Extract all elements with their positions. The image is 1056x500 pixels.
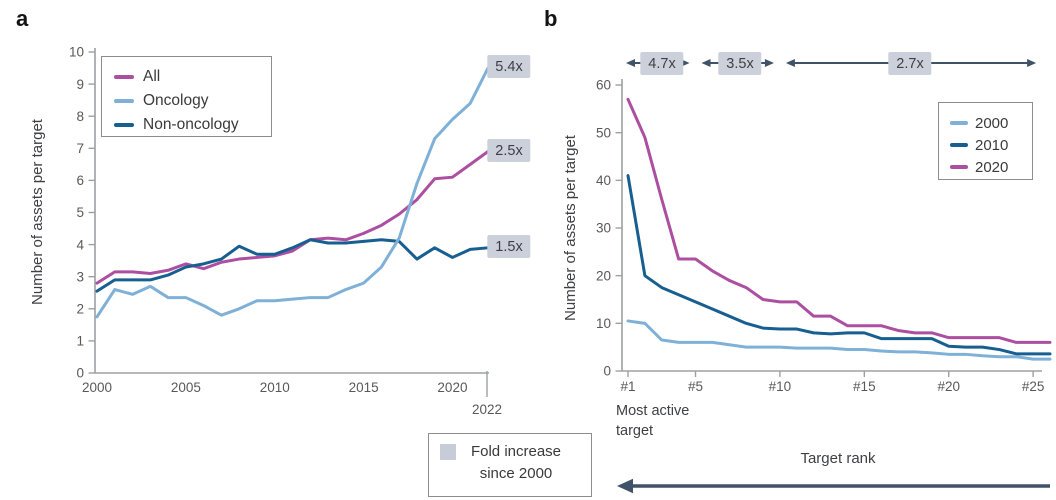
non-oncology-line-swatch bbox=[114, 123, 134, 127]
svg-text:10: 10 bbox=[69, 45, 84, 60]
legend-label-2000: 2000 bbox=[975, 114, 1009, 132]
svg-text:6: 6 bbox=[76, 173, 84, 188]
legend-item-2010: 2010 bbox=[950, 134, 1032, 156]
panel-a-y-axis-title: Number of assets per target bbox=[29, 119, 46, 305]
fold-badge-oncology: 5.4x bbox=[487, 55, 531, 79]
svg-text:5: 5 bbox=[76, 205, 84, 220]
svg-text:2: 2 bbox=[76, 302, 84, 317]
fold-increase-legend: Fold increase since 2000 bbox=[428, 433, 592, 497]
legend-item-non-oncology: Non-oncology bbox=[114, 113, 271, 137]
svg-text:#15: #15 bbox=[853, 379, 876, 394]
panel-b-chart: 0 10 20 30 40 50 60 #1 #5 #10 #15 #20 #25 bbox=[596, 58, 1052, 494]
svg-text:#5: #5 bbox=[688, 379, 703, 394]
svg-text:#1: #1 bbox=[620, 379, 635, 394]
fold-badge-rank5-10: 3.5x bbox=[718, 52, 762, 76]
panel-b: 0 10 20 30 40 50 60 #1 #5 #10 #15 #20 #25 b Number o… bbox=[528, 0, 1056, 500]
legend-label-non-oncology: Non-oncology bbox=[143, 116, 239, 133]
svg-text:#20: #20 bbox=[937, 379, 960, 394]
svg-text:1: 1 bbox=[76, 334, 84, 349]
svg-text:40: 40 bbox=[596, 173, 611, 188]
fold-increase-legend-text: Fold increase since 2000 bbox=[470, 443, 562, 482]
svg-text:2000: 2000 bbox=[82, 380, 112, 395]
legend-label-oncology: Oncology bbox=[143, 92, 209, 109]
fold-increase-swatch bbox=[440, 444, 456, 460]
svg-text:#10: #10 bbox=[769, 379, 792, 394]
svg-text:7: 7 bbox=[76, 141, 84, 156]
fold-badge-rank1-5: 4.7x bbox=[640, 52, 684, 76]
svg-text:3: 3 bbox=[76, 269, 84, 284]
svg-text:8: 8 bbox=[76, 109, 84, 124]
year-2000-line-swatch bbox=[950, 121, 968, 125]
panel-a-chart: 0 1 2 3 4 5 6 7 8 9 10 2000 2005 2010 2015 2020 2022 bbox=[69, 45, 502, 417]
all-line-swatch bbox=[114, 75, 134, 79]
svg-text:2020: 2020 bbox=[437, 380, 467, 395]
svg-text:60: 60 bbox=[596, 78, 611, 93]
svg-text:30: 30 bbox=[596, 221, 611, 236]
svg-text:10: 10 bbox=[596, 316, 611, 331]
svg-text:20: 20 bbox=[596, 268, 611, 283]
year-2020-line-swatch bbox=[950, 165, 968, 169]
svg-text:2022: 2022 bbox=[472, 402, 502, 417]
legend-label-2020: 2020 bbox=[975, 158, 1009, 176]
fold-badge-rank10-25: 2.7x bbox=[888, 52, 932, 76]
fold-badge-all: 2.5x bbox=[487, 139, 531, 163]
legend-label-all: All bbox=[143, 68, 161, 85]
svg-text:50: 50 bbox=[596, 125, 611, 140]
oncology-line-swatch bbox=[114, 99, 134, 103]
panel-a: 0 1 2 3 4 5 6 7 8 9 10 2000 2005 2010 2015 2020 2022 a N… bbox=[16, 6, 531, 417]
svg-text:0: 0 bbox=[76, 366, 84, 381]
x-axis-title-target-rank: Target rank bbox=[800, 450, 876, 467]
svg-text:4: 4 bbox=[76, 237, 84, 252]
legend-item-oncology: Oncology bbox=[114, 89, 271, 113]
legend-item-2020: 2020 bbox=[950, 156, 1032, 178]
svg-text:2005: 2005 bbox=[171, 380, 201, 395]
panel-b-legend: 2000 2010 2020 bbox=[938, 102, 1033, 180]
svg-text:#25: #25 bbox=[1022, 379, 1045, 394]
svg-text:0: 0 bbox=[603, 364, 611, 379]
panel-b-label: b bbox=[544, 6, 558, 31]
fold-badge-non-oncology: 1.5x bbox=[487, 235, 531, 259]
most-active-target-note: Most active target bbox=[616, 403, 690, 440]
year-2010-line-swatch bbox=[950, 143, 968, 147]
svg-text:2015: 2015 bbox=[349, 380, 379, 395]
svg-text:2010: 2010 bbox=[260, 380, 290, 395]
panel-a-legend: All Oncology Non-oncology bbox=[101, 56, 272, 137]
legend-item-2000: 2000 bbox=[950, 112, 1032, 134]
panel-b-y-axis-title: Number of assets per target bbox=[562, 135, 579, 321]
svg-text:9: 9 bbox=[76, 77, 84, 92]
legend-item-all: All bbox=[114, 65, 271, 89]
legend-label-2010: 2010 bbox=[975, 136, 1009, 154]
panel-a-label: a bbox=[16, 6, 29, 31]
